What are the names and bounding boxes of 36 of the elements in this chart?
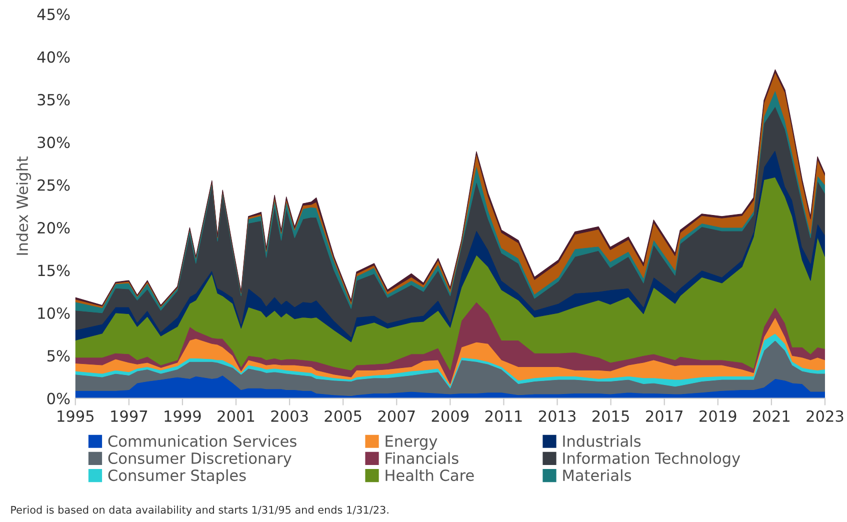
legend-label: Consumer Staples — [108, 469, 246, 484]
y-tick-label: 20% — [38, 222, 70, 234]
legend-label: Communication Services — [108, 435, 296, 447]
x-tick-label: 2013 — [538, 410, 576, 422]
y-tick-label: 45% — [37, 8, 70, 20]
x-tick-label: 2003 — [271, 410, 308, 422]
legend-label: Energy — [386, 436, 438, 450]
text: Period is based on data availability and starts 1/31/95 and ends 1/31/23. — [11, 506, 388, 516]
y-tick-label: 10% — [38, 307, 70, 319]
legend-label: Materials — [563, 469, 631, 482]
x-tick-label: 2011 — [485, 410, 522, 422]
legend-label: Consumer Discretionary — [108, 452, 292, 467]
x-tick-label: 1995 — [58, 410, 94, 422]
y-tick-label: 25% — [38, 179, 70, 191]
y-tick-label: 30% — [38, 136, 70, 148]
y-tick-label: 35% — [38, 94, 70, 106]
x-tick-label: 2007 — [378, 410, 415, 422]
x-tick-label: 2015 — [592, 410, 629, 422]
x-tick-label: 2023 — [806, 410, 844, 422]
legend-label: Health Care — [386, 469, 474, 482]
y-tick-label: 15% — [38, 264, 70, 276]
x-tick-label: 2021 — [753, 410, 790, 422]
x-tick-label: 2017 — [646, 410, 682, 422]
x-tick-label: 2009 — [432, 410, 469, 422]
x-tick-label: 2019 — [700, 410, 736, 422]
y-tick-label: 5% — [47, 350, 70, 362]
y-axis-title: Index Weight — [16, 156, 32, 255]
legend-label: Industrials — [563, 435, 641, 447]
x-tick-label: 1997 — [111, 410, 148, 422]
x-tick-label: 1999 — [164, 410, 201, 422]
legend-label: Information Technology — [563, 452, 740, 467]
x-tick-label: 2001 — [218, 410, 254, 422]
legend-label: Financials — [386, 452, 458, 464]
x-tick-label: 2005 — [324, 410, 362, 422]
y-tick-label: 40% — [37, 51, 70, 63]
y-tick-label: 0% — [47, 392, 70, 404]
